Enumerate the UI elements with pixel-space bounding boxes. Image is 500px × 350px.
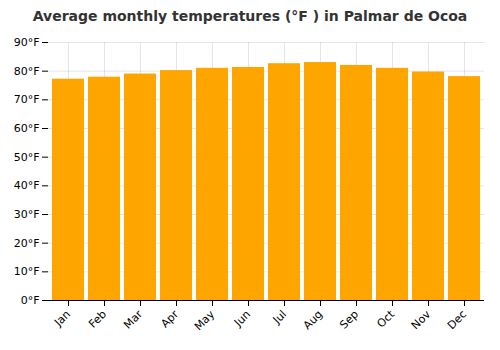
svg-text:30°F: 30°F: [14, 208, 40, 221]
svg-text:40°F: 40°F: [14, 179, 40, 192]
svg-text:50°F: 50°F: [14, 151, 40, 164]
svg-text:Oct: Oct: [374, 307, 397, 330]
html-text:Average monthly temperatures (: Average monthly temperatures (°F ) in Pa…: [32, 8, 468, 24]
svg-text:Aug: Aug: [301, 308, 325, 332]
svg-text:10°F: 10°F: [14, 265, 40, 278]
svg-text:0°F: 0°F: [21, 294, 40, 307]
svg-text:Jul: Jul: [270, 308, 289, 327]
svg-text:Dec: Dec: [445, 308, 469, 332]
svg-text:20°F: 20°F: [14, 237, 40, 250]
svg-text:Sep: Sep: [337, 308, 361, 332]
svg-text:80°F: 80°F: [14, 65, 40, 78]
svg-text:Jan: Jan: [51, 308, 73, 330]
svg-text:Feb: Feb: [86, 308, 109, 331]
svg-text:May: May: [192, 307, 218, 333]
svg-text:70°F: 70°F: [14, 93, 40, 106]
svg-text:Jun: Jun: [231, 308, 253, 330]
svg-text:Mar: Mar: [121, 307, 145, 331]
svg-text:60°F: 60°F: [14, 122, 40, 135]
svg-text:Nov: Nov: [409, 307, 434, 332]
svg-text:Apr: Apr: [158, 307, 181, 330]
svg-text:90°F: 90°F: [14, 36, 40, 49]
